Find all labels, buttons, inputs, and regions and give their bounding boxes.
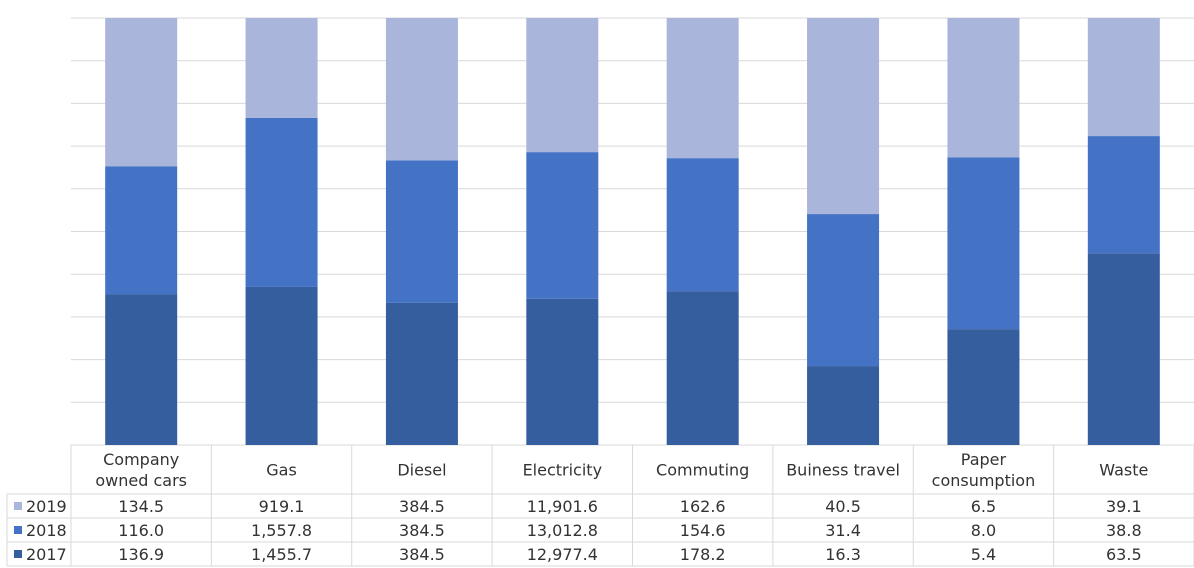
data-value: 384.5	[399, 521, 445, 540]
data-value: 1,455.7	[251, 545, 312, 564]
data-value: 162.6	[680, 497, 726, 516]
bar-segment-2019	[1087, 18, 1160, 137]
bar-segment-2017	[807, 366, 880, 445]
data-value: 8.0	[971, 521, 996, 540]
bar-segment-2019	[947, 18, 1020, 158]
legend-key-2017	[14, 550, 22, 558]
data-value: 6.5	[971, 497, 996, 516]
legend-label: 2017	[26, 545, 67, 564]
data-value: 12,977.4	[527, 545, 598, 564]
bar-segment-2019	[245, 18, 318, 118]
data-value: 39.1	[1106, 497, 1142, 516]
bar-segment-2017	[666, 291, 739, 445]
bar-segment-2017	[1087, 253, 1160, 445]
bar-segment-2017	[947, 329, 1020, 445]
category-label: Diesel	[397, 461, 446, 480]
gridlines	[71, 17, 1194, 446]
bar-segment-2018	[666, 158, 739, 292]
bar-segment-2018	[807, 214, 880, 367]
data-value: 384.5	[399, 545, 445, 564]
data-value: 38.8	[1106, 521, 1142, 540]
legend-key-2018	[14, 526, 22, 534]
bar-segment-2019	[807, 18, 880, 215]
bar-segment-2019	[105, 18, 178, 167]
data-value: 384.5	[399, 497, 445, 516]
bar-segment-2018	[1087, 136, 1160, 254]
data-value: 13,012.8	[527, 521, 598, 540]
legend-label: 2019	[26, 497, 67, 516]
data-value: 134.5	[118, 497, 164, 516]
bar-segment-2018	[105, 166, 178, 295]
bar-segment-2017	[526, 298, 599, 445]
data-value: 154.6	[680, 521, 726, 540]
data-table: Company owned cars Gas Diesel Electricity Com…	[6, 445, 1194, 567]
category-label: Electricity	[523, 461, 602, 480]
data-value: 40.5	[825, 497, 861, 516]
category-label: owned cars	[95, 471, 187, 490]
data-value: 178.2	[680, 545, 726, 564]
data-value: 919.1	[259, 497, 305, 516]
legend-key-2019	[14, 502, 22, 510]
bar-segment-2017	[385, 302, 458, 445]
data-value: 5.4	[971, 545, 996, 564]
bar-segment-2018	[245, 117, 318, 287]
legend-label: 2018	[26, 521, 67, 540]
category-label: Commuting	[656, 461, 749, 480]
data-value: 116.0	[118, 521, 164, 540]
bar-segment-2018	[947, 157, 1020, 330]
category-label: Paper	[961, 450, 1007, 469]
bar-segment-2019	[526, 18, 599, 153]
category-label: Buiness travel	[786, 461, 900, 480]
category-label: Gas	[266, 461, 297, 480]
bar-segment-2017	[105, 294, 178, 445]
bar-segment-2019	[385, 18, 458, 161]
data-value: 1,557.8	[251, 521, 312, 540]
category-label: consumption	[932, 471, 1036, 490]
category-label: Company	[103, 450, 179, 469]
bar-segment-2018	[526, 152, 599, 299]
data-value: 31.4	[825, 521, 861, 540]
data-value: 16.3	[825, 545, 861, 564]
data-value: 63.5	[1106, 545, 1142, 564]
data-value: 136.9	[118, 545, 164, 564]
bar-segment-2018	[385, 160, 458, 303]
bar-segment-2019	[666, 18, 739, 159]
bar-segment-2017	[245, 286, 318, 445]
bars	[105, 18, 1160, 445]
data-value: 11,901.6	[527, 497, 598, 516]
category-label: Waste	[1099, 461, 1148, 480]
